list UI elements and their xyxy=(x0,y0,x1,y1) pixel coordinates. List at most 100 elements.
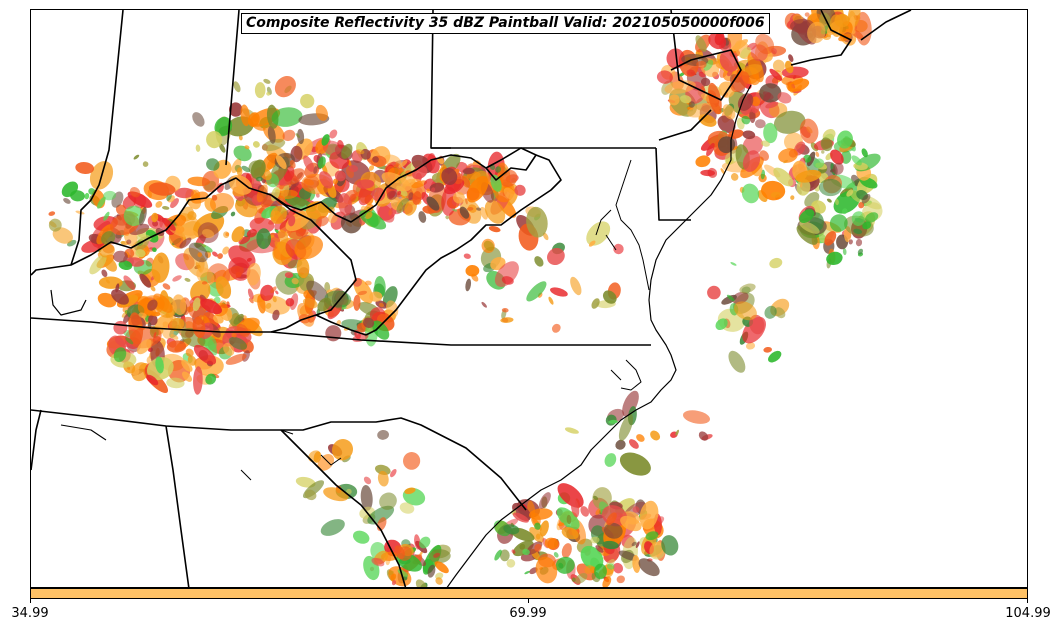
reflectivity-blob xyxy=(367,505,395,525)
reflectivity-blob xyxy=(588,240,596,247)
reflectivity-blob xyxy=(452,191,465,204)
reflectivity-blob xyxy=(855,238,863,247)
reflectivity-blob xyxy=(795,169,822,183)
reflectivity-blob xyxy=(317,454,335,471)
reflectivity-blob xyxy=(118,260,133,271)
ohio-river-detail xyxy=(50,289,87,316)
reflectivity-blob xyxy=(542,232,549,241)
reflectivity-blob xyxy=(459,206,470,219)
map-title: Composite Reflectivity 35 dBZ Paintball … xyxy=(241,13,770,34)
reflectivity-blob xyxy=(404,199,417,216)
reflectivity-blob xyxy=(813,158,825,169)
reflectivity-blob xyxy=(570,276,582,296)
reflectivity-blob xyxy=(390,468,397,478)
reflectivity-blob xyxy=(608,419,618,424)
reflectivity-blob xyxy=(555,556,575,574)
reflectivity-blob xyxy=(219,143,226,153)
reflectivity-blob xyxy=(785,82,795,92)
reflectivity-blob xyxy=(329,129,338,139)
reflectivity-blob xyxy=(337,140,344,149)
reflectivity-blob xyxy=(792,75,797,80)
reflectivity-blob xyxy=(728,350,746,373)
reflectivity-blob xyxy=(553,552,559,558)
reflectivity-blob xyxy=(70,190,85,202)
reflectivity-blob xyxy=(288,215,296,227)
reflectivity-blob xyxy=(732,291,749,305)
reflectivity-blob xyxy=(133,193,147,209)
reflectivity-blob xyxy=(606,512,617,526)
reflectivity-blob xyxy=(202,229,215,239)
reflectivity-blob xyxy=(519,543,526,550)
reflectivity-blob xyxy=(146,374,159,386)
ny-ne-border xyxy=(790,10,852,66)
reflectivity-blob xyxy=(800,182,803,188)
reflectivity-blob xyxy=(115,204,127,216)
reflectivity-blob xyxy=(848,239,853,245)
reflectivity-blob xyxy=(315,193,320,198)
reflectivity-blob xyxy=(714,31,725,46)
reflectivity-blob xyxy=(414,534,421,550)
reflectivity-blob xyxy=(484,199,506,224)
reflectivity-blob xyxy=(511,549,516,554)
reflectivity-blob xyxy=(415,579,427,587)
reflectivity-blob xyxy=(297,128,305,145)
reflectivity-blob xyxy=(526,281,547,302)
reflectivity-blob xyxy=(769,257,783,269)
reflectivity-blob xyxy=(773,110,806,134)
reflectivity-blob xyxy=(398,160,408,168)
reflectivity-blob xyxy=(528,508,553,520)
reflectivity-blob xyxy=(488,226,501,233)
reflectivity-blob xyxy=(427,564,436,578)
reflectivity-blob xyxy=(769,68,783,81)
reflectivity-blob xyxy=(837,130,853,149)
reflectivity-blob xyxy=(270,286,277,294)
reflectivity-blob xyxy=(602,576,612,587)
reflectivity-blob xyxy=(593,495,599,501)
tn-south-border xyxy=(31,409,281,431)
reflectivity-blob xyxy=(214,116,233,137)
reflectivity-blob xyxy=(431,187,436,193)
reflectivity-blob xyxy=(192,316,206,339)
reflectivity-blob xyxy=(266,91,271,96)
reflectivity-blob xyxy=(138,206,147,226)
reflectivity-blob xyxy=(89,254,107,275)
reflectivity-blob xyxy=(222,246,230,255)
reflectivity-blob xyxy=(271,107,303,127)
reflectivity-blob xyxy=(319,171,334,189)
reflectivity-blob xyxy=(557,522,565,527)
reflectivity-blob xyxy=(338,193,352,216)
ky-wv-border xyxy=(270,194,357,316)
reflectivity-blob xyxy=(274,75,296,98)
reflectivity-blob xyxy=(452,208,457,212)
reflectivity-blob xyxy=(695,35,707,52)
nc-sc-border xyxy=(281,417,527,511)
reflectivity-blob xyxy=(231,332,237,338)
reflectivity-blob xyxy=(481,301,487,308)
reflectivity-blob xyxy=(215,276,232,299)
reflectivity-blob xyxy=(668,94,680,106)
reflectivity-blob xyxy=(700,77,711,87)
ne-coast-border xyxy=(860,10,912,41)
reflectivity-blob xyxy=(240,104,250,127)
reflectivity-blob xyxy=(103,190,117,201)
reflectivity-blob xyxy=(284,272,294,279)
reflectivity-blob xyxy=(261,138,286,152)
reflectivity-blob xyxy=(698,431,709,441)
reflectivity-blob xyxy=(196,267,215,286)
reflectivity-blob xyxy=(622,390,639,417)
reflectivity-blob xyxy=(270,205,287,224)
reflectivity-blob xyxy=(841,208,848,215)
reflectivity-blob xyxy=(181,371,193,382)
reflectivity-blob xyxy=(277,241,291,258)
reflectivity-blob xyxy=(645,531,659,541)
reflectivity-blob xyxy=(821,150,825,154)
reflectivity-blob xyxy=(255,176,263,182)
reflectivity-paintball-layer xyxy=(48,10,883,587)
reflectivity-blob xyxy=(463,253,471,259)
reflectivity-blob xyxy=(534,522,541,530)
reflectivity-blob xyxy=(385,300,399,318)
reflectivity-blob xyxy=(501,276,514,285)
sc-lakes xyxy=(240,454,342,481)
tn-river xyxy=(60,424,294,441)
reflectivity-blob xyxy=(138,312,147,319)
